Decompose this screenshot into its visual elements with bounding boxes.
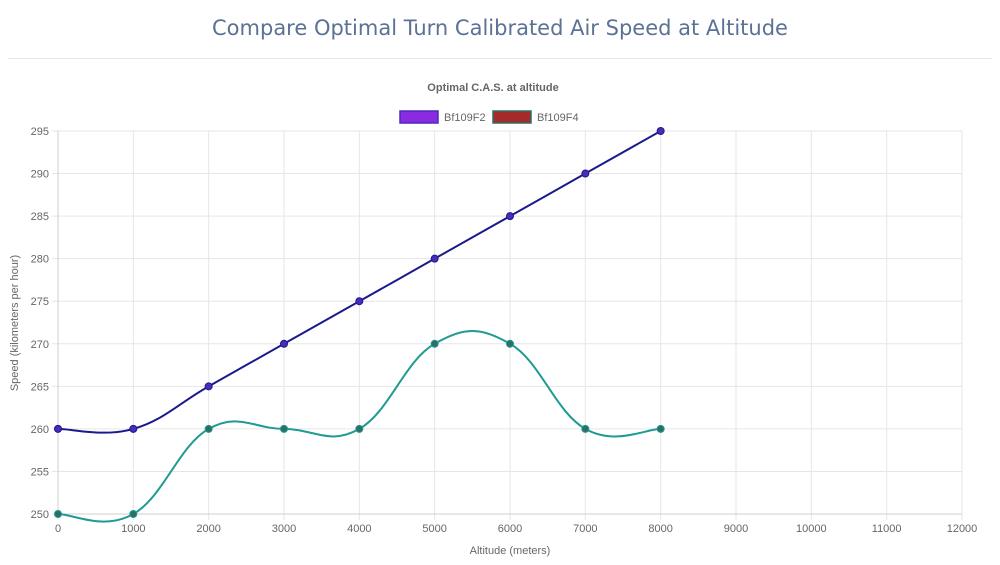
data-point-bf109f2	[204, 382, 213, 391]
data-point-bf109f4	[656, 424, 665, 433]
data-point-bf109f4	[581, 424, 590, 433]
x-tick-label: 3000	[272, 523, 296, 535]
y-tick-label: 295	[31, 126, 49, 138]
x-tick-label: 8000	[648, 523, 672, 535]
legend-swatch-bf109f4	[492, 110, 532, 124]
data-point-bf109f4	[129, 510, 138, 518]
x-tick-label: 12000	[947, 523, 978, 535]
data-point-bf109f2	[656, 127, 665, 135]
legend-label-bf109f2: Bf109F2	[444, 112, 486, 124]
chart-legend: Bf109F2 Bf109F4	[399, 110, 579, 124]
data-point-bf109f4	[355, 424, 364, 433]
legend-swatch-bf109f2	[399, 110, 439, 124]
x-tick-label: 6000	[498, 523, 522, 535]
data-point-bf109f2	[506, 212, 514, 221]
y-tick-label: 255	[31, 466, 49, 478]
page-title: Compare Optimal Turn Calibrated Air Spee…	[212, 16, 788, 40]
data-point-bf109f4	[280, 424, 288, 433]
data-point-bf109f4	[430, 339, 439, 348]
y-tick-label: 275	[31, 296, 49, 308]
y-tick-label: 260	[31, 424, 49, 436]
x-tick-label: 10000	[796, 523, 827, 535]
y-tick-label: 290	[31, 169, 49, 181]
data-point-bf109f4	[204, 424, 213, 433]
x-tick-label: 11000	[872, 523, 902, 535]
x-tick-label: 7000	[573, 523, 597, 535]
data-point-bf109f2	[581, 169, 590, 178]
data-point-bf109f2	[355, 297, 364, 306]
data-point-bf109f4	[506, 339, 514, 348]
chart-axes: 0 1000 2000 3000 4000 5000 6000 7000 8000 9000 100…	[31, 126, 978, 535]
x-tick-label: 1000	[121, 523, 145, 535]
y-tick-label: 285	[31, 211, 49, 223]
data-point-bf109f2	[280, 339, 288, 348]
data-point-bf109f2	[54, 424, 62, 433]
x-tick-label: 2000	[196, 523, 220, 535]
y-tick-label: 265	[31, 381, 49, 393]
y-tick-label: 280	[31, 254, 49, 266]
data-point-bf109f4	[54, 510, 62, 518]
x-tick-label: 9000	[724, 523, 748, 535]
chart-grid	[52, 130, 963, 520]
y-tick-label: 250	[31, 509, 49, 521]
x-tick-label: 4000	[347, 523, 371, 535]
x-tick-label: 5000	[422, 523, 446, 535]
y-tick-label: 270	[31, 339, 49, 351]
data-point-bf109f2	[129, 424, 138, 433]
chart-series	[54, 127, 665, 523]
legend-label-bf109f4: Bf109F4	[537, 112, 579, 124]
chart-title: Optimal C.A.S. at altitude	[427, 82, 558, 94]
x-tick-label: 0	[55, 523, 61, 535]
x-axis-label: Altitude (meters)	[470, 545, 551, 557]
data-point-bf109f2	[430, 254, 439, 263]
y-axis-label: Speed (kilometers per hour)	[9, 255, 21, 391]
title-divider	[8, 58, 992, 59]
